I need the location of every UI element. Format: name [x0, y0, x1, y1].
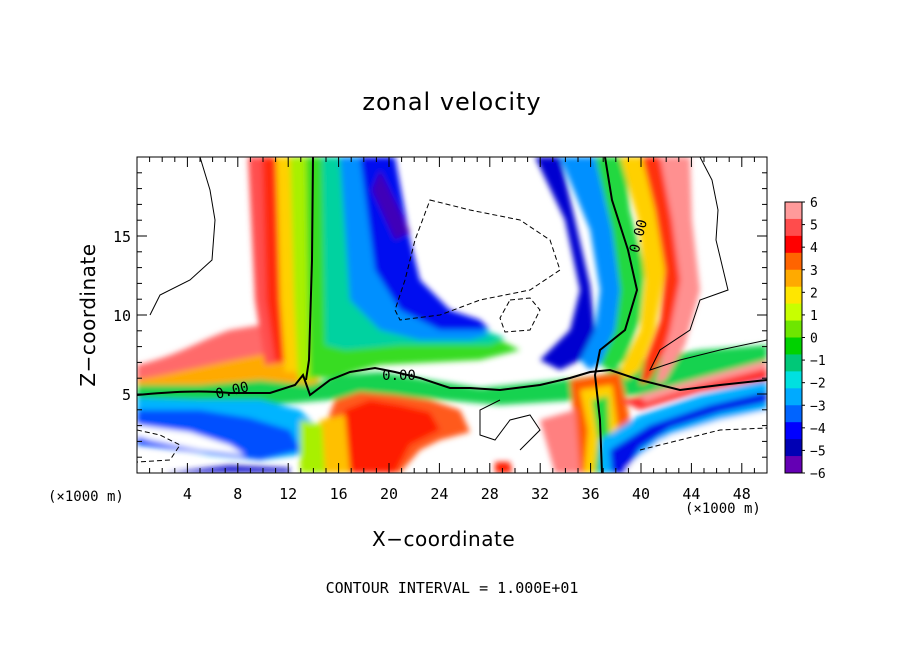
- x-tick-label: 4: [183, 485, 192, 503]
- chart-title: zonal velocity: [362, 88, 542, 116]
- colorbar-swatch: [785, 439, 802, 457]
- contour-label: 0.00: [382, 368, 416, 384]
- colorbar-label: 0: [810, 332, 818, 347]
- x-tick-label: 40: [632, 485, 650, 503]
- colorbar-swatch: [785, 405, 802, 423]
- x-tick-label: 24: [430, 485, 448, 503]
- colorbar-swatch: [785, 269, 802, 288]
- velocity-field: [137, 157, 767, 473]
- colorbar-swatch: [785, 456, 802, 474]
- colorbar-swatch: [785, 337, 802, 355]
- colorbar-label: −5: [810, 444, 826, 459]
- colorbar-label: 5: [810, 219, 818, 234]
- x-unit-right: (×1000 m): [685, 501, 761, 517]
- colorbar-label: 3: [810, 264, 818, 279]
- colorbar-swatch: [785, 354, 802, 372]
- colorbar-swatch: [785, 303, 802, 322]
- x-unit-left: (×1000 m): [48, 489, 124, 505]
- x-tick-label: 32: [531, 485, 549, 503]
- x-axis-label: X−coordinate: [372, 527, 516, 551]
- colorbar: 6 5 4 3 2 1 0 −1 −2 −3 −4 −5 −6: [784, 196, 826, 482]
- x-tick-label: 36: [582, 485, 600, 503]
- colorbar-swatch: [785, 388, 802, 406]
- colorbar-label: 2: [810, 286, 818, 301]
- y-tick-label: 15: [113, 228, 131, 246]
- y-axis-label: Z−coordinate: [76, 243, 100, 387]
- colorbar-label: 1: [810, 309, 818, 324]
- thin-contours: [137, 157, 767, 463]
- colorbar-swatch: [785, 286, 802, 305]
- axis-ticks: [137, 157, 767, 473]
- colorbar-label: −4: [810, 422, 826, 437]
- contour-interval-note: CONTOUR INTERVAL = 1.000E+01: [325, 579, 579, 597]
- contour-label: 0.00: [214, 379, 251, 403]
- colorbar-swatch: [785, 202, 802, 220]
- colorbar-label: 6: [810, 196, 818, 211]
- x-tick-label: 48: [733, 485, 751, 503]
- colorbar-swatch: [785, 320, 802, 338]
- x-tick-label: 8: [233, 485, 242, 503]
- x-tick-label: 28: [481, 485, 499, 503]
- zero-contours: [137, 157, 767, 473]
- colorbar-swatch: [785, 422, 802, 440]
- y-tick-label: 5: [122, 386, 131, 404]
- y-tick-label: 10: [113, 307, 131, 325]
- colorbar-label: −1: [810, 354, 826, 369]
- colorbar-label: −3: [810, 399, 826, 414]
- x-tick-label: 20: [380, 485, 398, 503]
- x-tick-label: 16: [330, 485, 348, 503]
- colorbar-swatch: [785, 235, 802, 254]
- x-tick-label: 44: [682, 485, 700, 503]
- svg-text:0.00: 0.00: [382, 368, 416, 384]
- colorbar-swatch: [785, 252, 802, 271]
- colorbar-label: 4: [810, 241, 818, 256]
- svg-text:0.00: 0.00: [214, 379, 251, 403]
- colorbar-label: −6: [810, 467, 826, 482]
- colorbar-swatch: [785, 371, 802, 389]
- x-tick-label: 12: [279, 485, 297, 503]
- colorbar-swatch: [785, 218, 802, 237]
- colorbar-label: −2: [810, 377, 826, 392]
